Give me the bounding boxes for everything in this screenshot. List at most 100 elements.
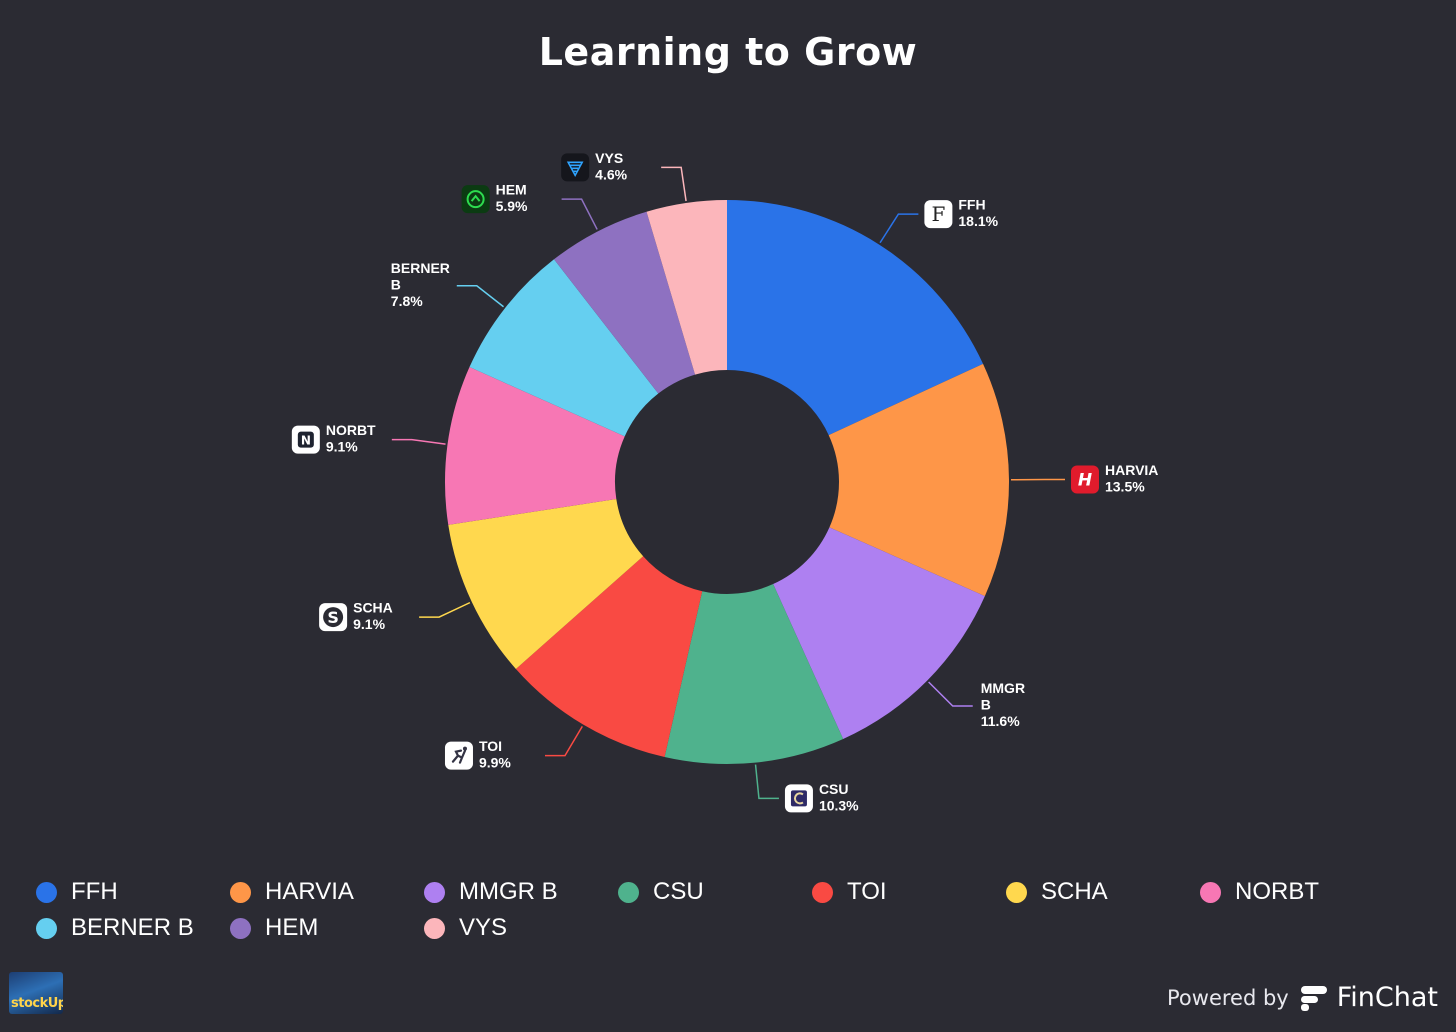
legend-item-vys[interactable]: VYS — [424, 914, 618, 941]
label-name-csu: CSU — [819, 781, 849, 797]
label-value-norbt: 9.1% — [326, 439, 358, 455]
label-value-mmgr-b: 11.6% — [981, 713, 1020, 729]
label-name-scha: SCHA — [353, 600, 393, 616]
svg-text:S: S — [327, 608, 339, 627]
label-name-toi: TOI — [479, 738, 502, 754]
finchat-logo-icon — [1300, 985, 1327, 1011]
legend-item-mmgr-b[interactable]: MMGR B — [424, 878, 618, 905]
slice-vys[interactable] — [646, 200, 727, 375]
legend-label: VYS — [459, 914, 508, 941]
legend-swatch — [1006, 881, 1027, 903]
norbit-n-icon: N — [291, 425, 320, 454]
legend-label: HEM — [265, 914, 319, 941]
powered-by-finchat[interactable]: Powered by FinChat — [1167, 982, 1438, 1013]
leader-berner-b — [456, 284, 504, 308]
slice-toi[interactable] — [515, 556, 703, 757]
label-name-berner-b: BERNER — [391, 260, 450, 276]
leader-norbt — [391, 438, 446, 445]
label-name-hem: HEM — [496, 182, 527, 198]
slice-norbt[interactable] — [445, 367, 625, 525]
legend-item-csu[interactable]: CSU — [618, 878, 812, 905]
leader-scha — [419, 601, 471, 618]
legend-swatch — [230, 917, 251, 939]
label-name-ffh: FFH — [958, 197, 985, 213]
legend-swatch — [1200, 881, 1221, 903]
slice-scha[interactable] — [448, 499, 644, 669]
leader-toi — [544, 725, 583, 757]
legend-item-scha[interactable]: SCHA — [1006, 878, 1200, 905]
label-value-vys: 4.6% — [595, 166, 627, 182]
legend-label: HARVIA — [265, 878, 354, 905]
fairfax-f-icon: F — [924, 200, 953, 229]
label-name-vys: VYS — [595, 150, 623, 166]
slice-hem[interactable] — [554, 211, 696, 394]
legend-swatch — [424, 917, 445, 939]
constellation-c-icon — [784, 784, 813, 813]
harvia-h-icon: H — [1070, 465, 1099, 494]
schibsted-s-icon: S — [319, 603, 348, 632]
legend-swatch — [812, 881, 833, 903]
legend: FFH HARVIA MMGR B CSU TOI SCHA NORBT BERNER B HE… — [36, 878, 1436, 941]
leader-csu — [754, 764, 779, 800]
leader-vys — [661, 166, 687, 202]
legend-label: FFH — [71, 878, 118, 905]
legend-swatch — [424, 881, 445, 903]
label-name-mmgr-b: B — [981, 697, 991, 713]
legend-label: CSU — [653, 878, 704, 905]
legend-swatch — [618, 881, 639, 903]
stockup-logo-text: stockUp — [11, 996, 63, 1011]
legend-swatch — [230, 881, 251, 903]
label-value-scha: 9.1% — [353, 616, 385, 632]
chart-slices — [445, 200, 1009, 765]
slice-mmgr-b[interactable] — [773, 527, 985, 739]
label-name-norbt: NORBT — [326, 422, 376, 438]
label-name-mmgr-b: MMGR — [981, 680, 1025, 696]
legend-label: TOI — [847, 878, 887, 905]
powered-by-text: Powered by — [1167, 985, 1289, 1010]
chart-title: Learning to Grow — [538, 30, 918, 74]
svg-text:N: N — [301, 434, 311, 448]
donut-chart: F FFH18.1%HHARVIA13.5%MMGRB11.6%CSU10.3%T… — [291, 150, 1158, 813]
label-name-harvia: HARVIA — [1105, 462, 1158, 478]
legend-swatch — [36, 881, 57, 903]
legend-label: MMGR B — [459, 878, 558, 905]
legend-swatch — [36, 917, 57, 939]
legend-item-ffh[interactable]: FFH — [36, 878, 230, 905]
legend-label: NORBT — [1235, 878, 1319, 905]
label-value-hem: 5.9% — [496, 198, 528, 214]
slice-berner-b[interactable] — [469, 259, 659, 437]
legend-item-berner-b[interactable]: BERNER B — [36, 914, 230, 941]
legend-item-harvia[interactable]: HARVIA — [230, 878, 424, 905]
hemnet-house-icon — [461, 185, 490, 214]
slice-csu[interactable] — [664, 584, 844, 765]
label-value-csu: 10.3% — [819, 797, 859, 813]
leader-hem — [561, 198, 598, 230]
slice-ffh[interactable] — [727, 200, 984, 436]
legend-item-hem[interactable]: HEM — [230, 914, 424, 941]
svg-text:F: F — [931, 202, 945, 226]
legend-item-toi[interactable]: TOI — [812, 878, 1006, 905]
svg-text:H: H — [1078, 470, 1092, 490]
chart-labels: F FFH18.1%HHARVIA13.5%MMGRB11.6%CSU10.3%T… — [291, 150, 1158, 813]
legend-item-norbt[interactable]: NORBT — [1200, 878, 1394, 905]
leader-ffh — [879, 213, 919, 244]
slice-harvia[interactable] — [828, 363, 1009, 597]
legend-label: SCHA — [1041, 878, 1108, 905]
stockup-logo: stockUp — [9, 972, 63, 1014]
label-name-berner-b: B — [391, 276, 401, 292]
label-value-harvia: 13.5% — [1105, 478, 1145, 494]
finchat-brand: FinChat — [1336, 982, 1438, 1013]
label-value-ffh: 18.1% — [958, 213, 998, 229]
topicus-runner-icon — [444, 741, 473, 770]
leader-mmgr-b — [928, 681, 973, 707]
